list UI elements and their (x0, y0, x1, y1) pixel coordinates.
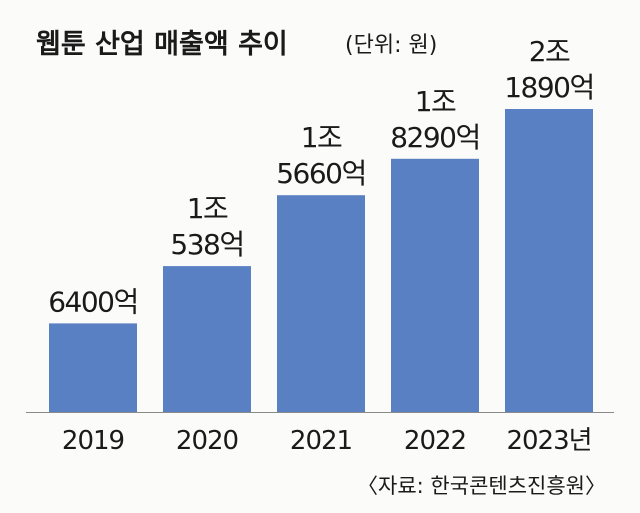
data-label-2023년-line2: 1890억 (504, 71, 594, 104)
x-tick-labels: 2019 2020 2021 2022 2023년 (62, 426, 593, 456)
data-label-2023년-line1: 2조 (529, 35, 570, 68)
data-label-2021-line2: 5660억 (276, 157, 366, 190)
data-label-2022-line2: 8290억 (390, 121, 480, 154)
x-tick-2019: 2019 (62, 426, 124, 456)
x-tick-2023년: 2023년 (506, 426, 591, 456)
x-tick-2021: 2021 (290, 426, 352, 456)
unit-label: (단위: 원) (345, 33, 437, 58)
bar-2019 (49, 323, 137, 412)
bar-2022 (391, 158, 479, 412)
data-label-2019-line1: 6400억 (48, 285, 138, 318)
data-label-2022-line1: 1조 (415, 85, 456, 118)
data-label-2020-line1: 1조 (187, 192, 228, 225)
bar-2023년 (505, 109, 593, 412)
bar-2020 (163, 266, 251, 412)
x-tick-2022: 2022 (404, 426, 466, 456)
source-note: 〈자료: 한국콘텐츠진흥원〉 (357, 474, 606, 498)
data-label-2020-line2: 538억 (170, 228, 243, 261)
x-tick-2020: 2020 (176, 426, 238, 456)
bar-2021 (277, 195, 365, 412)
data-label-2021-line1: 1조 (301, 121, 342, 154)
chart-title: 웹툰 산업 매출액 추이 (36, 29, 288, 60)
